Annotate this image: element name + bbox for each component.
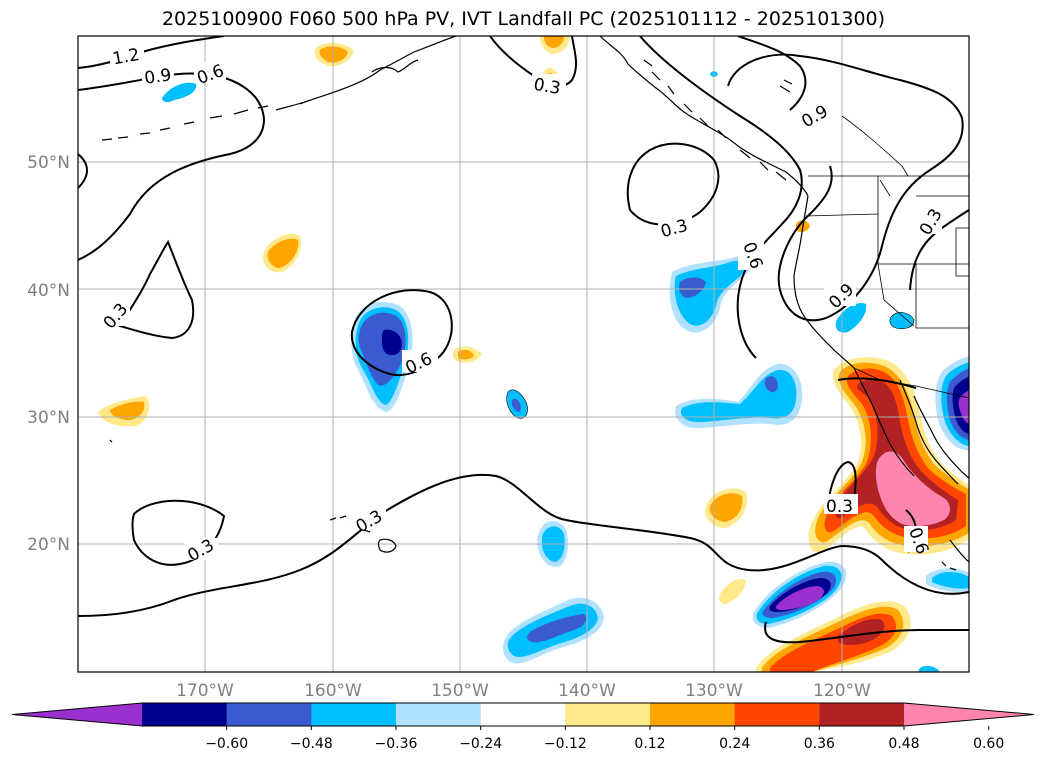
colorbar-tick-label: −0.48 (290, 736, 333, 752)
colorbar-segment (226, 703, 312, 726)
canada-province-lines (841, 115, 909, 197)
contour-label-1-2: 1.2 (111, 45, 141, 69)
contour-0-6-155w (350, 289, 453, 376)
lat-tick-50n: 50°N (27, 153, 70, 173)
lon-tick-170w: 170°W (176, 681, 234, 701)
colorbar-segment (480, 703, 566, 726)
lon-ticks: 170°W 160°W 150°W 140°W 130°W 120°W (176, 681, 871, 701)
neg-anomaly-east-core (958, 390, 969, 424)
coast-fragment-se (941, 561, 957, 571)
contour-0-9-ne (727, 53, 964, 322)
contour-0-3-baja (827, 460, 857, 507)
neg-anomaly-145w-core (511, 398, 521, 412)
colorbar-extend-max (904, 703, 1034, 726)
colorbar-segment (311, 703, 397, 726)
colorbar-tick-label: −0.12 (544, 736, 587, 752)
bc-islands (643, 59, 793, 181)
contour-labels: 1.2 0.9 0.6 0.3 0.3 0.9 0.3 0.6 0.9 0.3 … (98, 44, 947, 566)
contour-0-3-west (118, 239, 195, 340)
colorbar-extend-min (12, 703, 142, 726)
neg-anomaly-155w-max (382, 329, 402, 356)
bc-coast (599, 36, 809, 197)
baja-coast (853, 367, 959, 485)
colorbar-tick-label: 0.24 (719, 736, 750, 752)
neg-anomaly-coast (835, 302, 867, 333)
neg-anomaly-135w-inner (674, 260, 747, 326)
neg-anomaly-130w-core (764, 376, 778, 393)
state-lines (805, 176, 969, 329)
neg-anomaly-135w-core (679, 277, 706, 298)
map-title: 2025100900 F060 500 hPa PV, IVT Landfall… (161, 8, 886, 30)
aleutian-islands (101, 105, 269, 141)
neg-anomaly-143w-13n-core (527, 614, 587, 643)
lat-ticks: 50°N 40°N 30°N 20°N (27, 153, 70, 555)
us-west-coast (793, 195, 855, 369)
lon-tick-140w: 140°W (558, 681, 616, 701)
contour-0-6-nw (78, 153, 88, 189)
coastlines (101, 36, 969, 571)
neg-anomaly-caribbean (918, 665, 940, 672)
pos-anomaly-143w-top-core (544, 36, 564, 48)
pos-anomaly-131w-core (709, 493, 743, 522)
colorbar-segment (396, 703, 482, 726)
colorbar-tick-label: 0.60 (973, 736, 1004, 752)
colorbar-segment (650, 703, 736, 726)
pos-anomaly-120w-12n-core (838, 618, 885, 645)
lon-tick-160w: 160°W (304, 681, 362, 701)
lat-tick-30n: 30°N (27, 408, 70, 428)
contour-label-0-9-nw: 0.9 (143, 65, 173, 89)
neg-anomaly-113w-inner (932, 572, 969, 589)
pos-anomaly-155w-top-core (319, 46, 348, 63)
contour-label-0-3-baja: 0.3 (826, 497, 853, 517)
gridlines (78, 36, 969, 672)
contour-0-6-coast (639, 36, 807, 359)
lon-tick-130w: 130°W (685, 681, 743, 701)
map-frame (77, 35, 970, 673)
pos-anomaly-149w-core (458, 349, 474, 360)
contour-east-mid (837, 377, 917, 389)
neg-anomaly-155w-core (358, 312, 406, 386)
colorbar-segment (142, 703, 228, 726)
pos-anomaly-165w-core (267, 238, 299, 268)
mexico-coast (913, 395, 969, 563)
lat-tick-20n: 20°N (27, 535, 70, 555)
contour-bottom (764, 621, 969, 644)
lon-tick-120w: 120°W (813, 681, 871, 701)
neg-anomaly-inland (889, 312, 915, 330)
pos-anomaly-175w-core (110, 401, 145, 420)
contour-0-3-sw (131, 499, 226, 566)
lon-tick-150w: 150°W (431, 681, 489, 701)
colorbar-tick-label: −0.36 (375, 736, 418, 752)
contour-label-0-3-top: 0.3 (532, 75, 562, 99)
colorbar-segment (565, 703, 651, 726)
colorbar-tick-label: 0.36 (804, 736, 835, 752)
colorbar-tick-label: −0.60 (205, 736, 248, 752)
colorbar-segment (734, 703, 820, 726)
pos-anomaly-baja-core (875, 451, 950, 527)
neg-anomaly-124w-core (775, 586, 824, 610)
pv-shading (98, 36, 969, 672)
alaska-coast (371, 36, 457, 73)
colorbar-tick-label: 0.12 (634, 736, 665, 752)
coast-fragment-sw (109, 439, 113, 443)
map-content: 1.2 0.9 0.6 0.3 0.3 0.9 0.3 0.6 0.9 0.3 … (78, 36, 969, 672)
colorbar-outline (11, 702, 1035, 727)
aleutian-coast (275, 51, 415, 111)
colorbar-tick-label: 0.48 (888, 736, 919, 752)
neg-anomaly-nw (162, 82, 197, 103)
contour-0-3-south (78, 474, 969, 617)
pos-anomaly-dot1 (719, 578, 746, 604)
colorbar-tick-label: −0.24 (459, 736, 502, 752)
lat-tick-40n: 40°N (27, 281, 70, 301)
colorbar: −0.60 −0.48 −0.36 −0.24 −0.12 0.12 0.24 0.36 0.4… (11, 702, 1035, 752)
colorbar-segment (819, 703, 905, 726)
